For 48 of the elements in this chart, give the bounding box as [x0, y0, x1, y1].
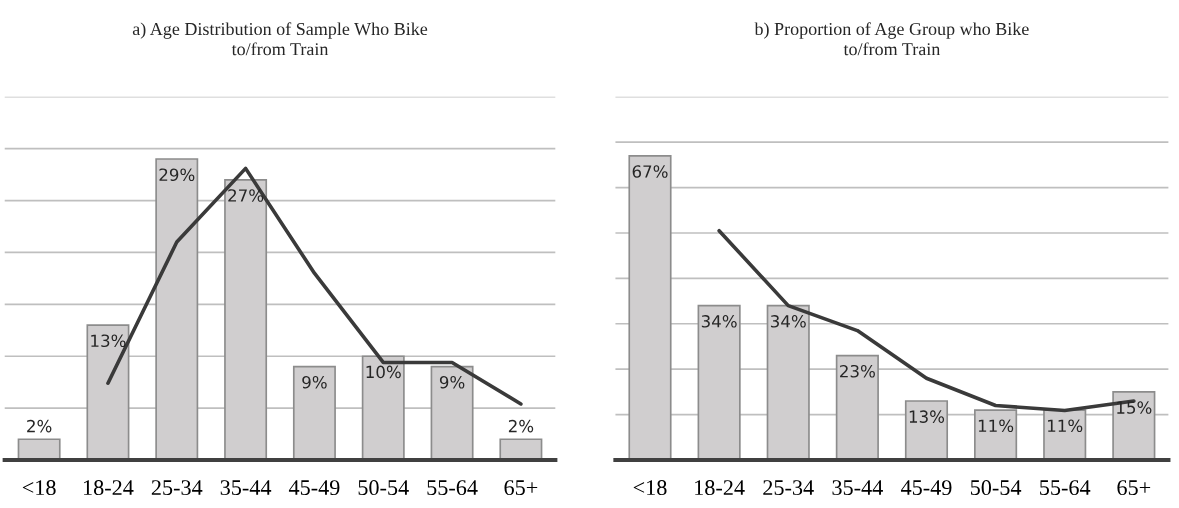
- data-label: 29%: [159, 168, 195, 182]
- x-tick-label: 55-64: [427, 480, 478, 496]
- x-tick-label: 35-44: [220, 480, 272, 496]
- bar: [430, 365, 474, 460]
- data-label: 11%: [1048, 419, 1083, 433]
- bar: [628, 154, 672, 460]
- data-label: 13%: [909, 410, 945, 423]
- data-label: 34%: [770, 315, 806, 328]
- x-tick-label: 50-54: [358, 480, 409, 496]
- x-tick-label: 45-49: [900, 480, 952, 496]
- data-label: 2%: [508, 419, 534, 433]
- chart-title: a) Age Distribution of Sample Who Bike to/from Train: [132, 22, 428, 56]
- data-label: 67%: [632, 165, 668, 178]
- bar: [86, 324, 130, 460]
- data-label: 34%: [701, 315, 737, 328]
- data-label: 9%: [439, 375, 465, 389]
- bar: [835, 354, 879, 460]
- bar: [499, 438, 543, 460]
- bar: [292, 365, 336, 460]
- bar: [361, 355, 405, 460]
- data-label: 15%: [1117, 401, 1152, 414]
- data-label: 9%: [302, 375, 327, 389]
- x-tick-label: 35-44: [832, 480, 883, 496]
- x-tick-label: 65+: [1117, 480, 1151, 496]
- bar: [904, 400, 949, 460]
- bar: [1112, 391, 1156, 460]
- bar: [974, 409, 1018, 460]
- bar: [697, 304, 741, 460]
- data-label: 23%: [840, 364, 875, 378]
- bar: [766, 304, 810, 460]
- x-tick-label: 55-64: [1040, 480, 1091, 496]
- x-tick-label: <18: [22, 480, 56, 496]
- x-tick-label: 18-24: [83, 480, 134, 496]
- x-tick-label: 65+: [504, 480, 538, 496]
- x-tick-label: 18-24: [695, 480, 745, 496]
- x-tick-label: <18: [633, 480, 667, 496]
- data-label: 10%: [366, 365, 401, 379]
- data-label: 11%: [978, 419, 1014, 433]
- chart-title: b) Proportion of Age Group who Bike to/from Train: [754, 22, 1029, 56]
- data-label: 13%: [91, 334, 126, 348]
- bar: [17, 438, 61, 460]
- data-label: 2%: [27, 419, 52, 433]
- x-tick-label: 50-54: [970, 480, 1022, 496]
- x-tick-label: 25-34: [763, 480, 814, 496]
- bar: [224, 178, 268, 460]
- bar: [155, 158, 199, 460]
- x-tick-label: 25-34: [151, 480, 203, 496]
- x-tick-label: 45-49: [288, 480, 340, 496]
